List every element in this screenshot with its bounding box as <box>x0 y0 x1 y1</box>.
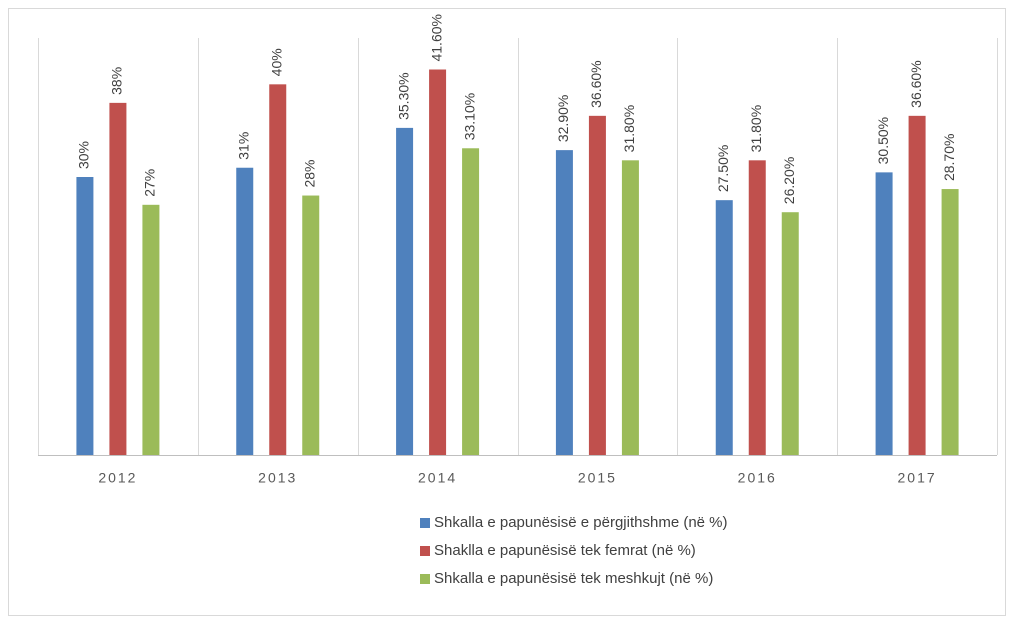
x-tick-label: 2017 <box>898 470 937 486</box>
bar <box>875 172 893 455</box>
bar <box>781 212 799 455</box>
bar <box>236 167 254 455</box>
x-tick-label: 2014 <box>418 470 457 486</box>
bar <box>715 200 733 455</box>
data-label: 31.80% <box>621 105 637 152</box>
bar <box>142 204 160 455</box>
bar <box>941 189 959 455</box>
legend-swatch <box>420 518 430 528</box>
bar <box>396 127 414 456</box>
bar <box>908 115 926 455</box>
data-label: 41.60% <box>428 14 444 61</box>
data-label: 31% <box>235 132 251 160</box>
data-label: 31.80% <box>748 105 764 152</box>
data-label: 27% <box>142 169 158 197</box>
bar <box>621 160 639 455</box>
legend-swatch <box>420 574 430 584</box>
bar <box>555 150 573 456</box>
data-label: 36.60% <box>908 60 924 107</box>
x-tick-label: 2015 <box>578 470 617 486</box>
bar <box>429 69 447 456</box>
data-label: 40% <box>268 48 284 76</box>
legend-label: Shkalla e papunësisë tek meshkujt (në %) <box>434 570 713 587</box>
bar <box>462 148 480 456</box>
legend-label: Shkalla e papunësisë e përgjithshme (në … <box>434 514 728 531</box>
data-label: 28.70% <box>941 134 957 181</box>
legend-label: Shaklla e papunësisë tek femrat (në %) <box>434 542 696 559</box>
x-tick-label: 2012 <box>98 470 137 486</box>
data-label: 30.50% <box>875 117 891 164</box>
data-label: 32.90% <box>555 95 571 142</box>
bar <box>109 102 127 455</box>
data-label: 33.10% <box>461 93 477 140</box>
bar <box>588 115 606 455</box>
x-tick-label: 2013 <box>258 470 297 486</box>
chart-border <box>8 8 1006 616</box>
data-label: 28% <box>301 160 317 188</box>
x-tick-label: 2016 <box>738 470 777 486</box>
bar <box>76 177 94 455</box>
data-label: 36.60% <box>588 60 604 107</box>
legend-swatch <box>420 546 430 556</box>
data-label: 35.30% <box>395 72 411 119</box>
data-label: 26.20% <box>781 157 797 204</box>
data-label: 38% <box>109 67 125 95</box>
data-label: 30% <box>76 141 92 169</box>
data-label: 27.50% <box>715 145 731 192</box>
bar <box>748 160 766 455</box>
bar <box>269 84 287 455</box>
bar <box>302 195 320 456</box>
